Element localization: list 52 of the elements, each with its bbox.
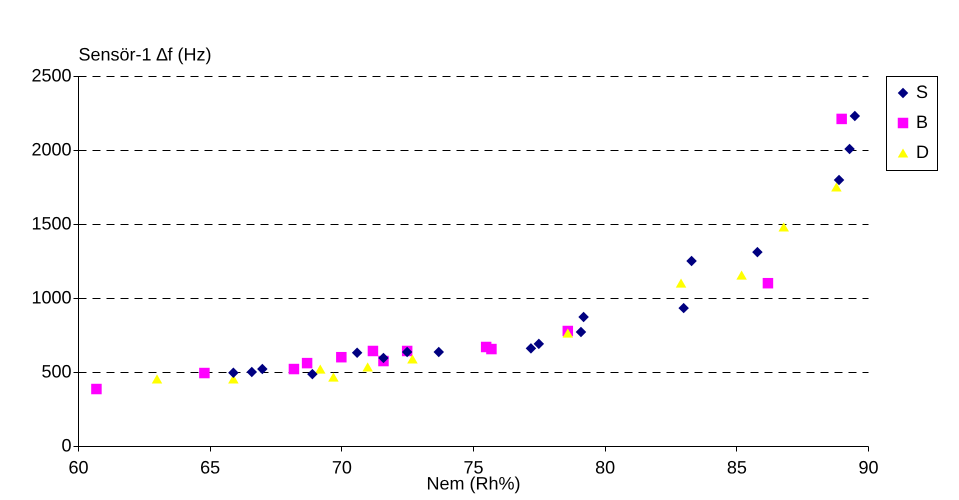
point (526, 343, 536, 354)
point (676, 278, 686, 288)
y-tick-label: 2000 (31, 140, 72, 160)
y-axis-title: Sensör-1 ∆f (Hz) (78, 44, 212, 64)
point (199, 368, 210, 378)
point (434, 346, 444, 358)
point (362, 362, 373, 372)
point (762, 278, 774, 288)
point (578, 312, 589, 322)
point (228, 367, 239, 378)
point (686, 256, 697, 266)
x-tick-label: 70 (332, 458, 352, 478)
point (831, 182, 842, 192)
legend-label: S (916, 82, 928, 102)
point (91, 384, 102, 394)
point (307, 368, 318, 380)
point (302, 358, 312, 368)
point (368, 346, 378, 356)
point (407, 354, 418, 364)
point (534, 338, 544, 350)
point (778, 222, 789, 232)
y-tick-label: 1500 (31, 214, 72, 234)
point (246, 366, 258, 378)
point (336, 352, 347, 362)
point (576, 326, 586, 338)
point (736, 270, 747, 280)
x-tick-label: 80 (595, 458, 616, 478)
point (844, 144, 855, 154)
point (678, 302, 689, 314)
x-tick-label: 65 (200, 458, 220, 478)
point (850, 110, 860, 122)
point (257, 364, 268, 374)
legend-label: D (916, 142, 929, 162)
x-tick-label: 85 (726, 458, 747, 478)
point (328, 372, 339, 382)
point (834, 174, 844, 186)
point (486, 344, 497, 354)
point (562, 328, 574, 338)
point (288, 364, 300, 374)
y-tick-label: 1000 (31, 288, 72, 308)
x-tick-label: 60 (68, 458, 89, 478)
y-tick-label: 2500 (31, 66, 72, 86)
y-tick-label: 0 (61, 436, 72, 456)
y-tick-label: 500 (41, 362, 72, 382)
point (836, 114, 847, 124)
point (752, 246, 763, 258)
point (378, 352, 389, 364)
x-tick-label: 90 (858, 458, 879, 478)
point (352, 348, 362, 358)
point (152, 374, 162, 384)
legend-label: B (916, 112, 928, 132)
point (315, 364, 326, 374)
